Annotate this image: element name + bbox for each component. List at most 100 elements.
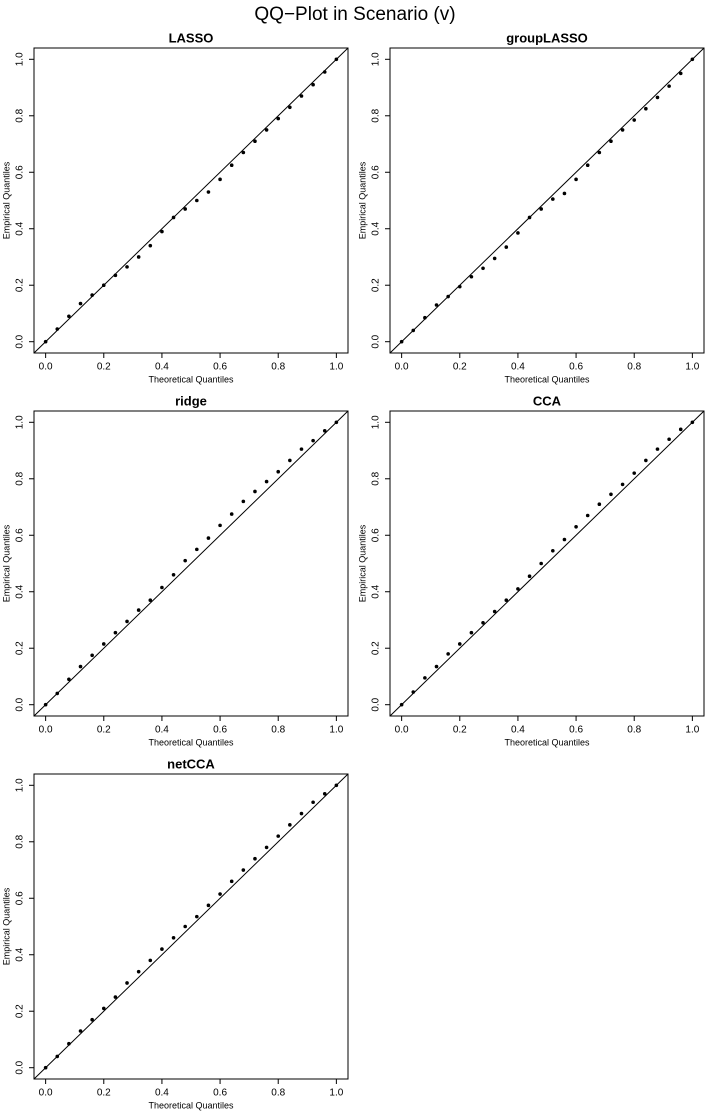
y-tick-label: 0.0 <box>15 1060 26 1074</box>
y-tick-label: 0.2 <box>15 1004 26 1018</box>
y-tick-label: 0.6 <box>15 165 26 179</box>
point <box>55 327 60 331</box>
x-axis-label: Theoretical Quantiles <box>148 737 234 747</box>
point <box>574 177 578 182</box>
point <box>334 57 339 62</box>
x-tick-label: 0.2 <box>453 362 467 373</box>
point <box>667 437 671 442</box>
figure-title: QQ−Plot in Scenario (v) <box>254 4 455 25</box>
y-tick-label: 0.2 <box>371 641 382 655</box>
point <box>632 471 637 475</box>
reference-line <box>33 410 349 717</box>
point <box>423 315 427 320</box>
x-tick-label: 0.6 <box>569 725 583 736</box>
point <box>195 547 199 552</box>
point <box>276 116 281 121</box>
plot-frame <box>389 410 705 717</box>
point <box>160 947 164 951</box>
point <box>516 587 520 591</box>
point <box>288 823 292 827</box>
point <box>136 255 141 259</box>
point <box>562 537 567 542</box>
x-tick-label: 0.8 <box>271 1088 285 1099</box>
point <box>148 243 153 248</box>
point <box>551 548 555 553</box>
point <box>299 447 304 451</box>
point <box>446 294 450 299</box>
point <box>113 630 118 635</box>
x-tick-label: 0.2 <box>97 1088 111 1099</box>
x-tick-label: 0.4 <box>155 1088 169 1099</box>
y-tick-label: 0.4 <box>15 221 26 235</box>
point <box>399 702 404 707</box>
x-axis-label: Theoretical Quantiles <box>504 737 590 747</box>
point <box>218 177 222 182</box>
y-tick-label: 0.4 <box>15 947 26 961</box>
point <box>264 845 269 850</box>
y-tick-label: 1.0 <box>371 52 382 66</box>
point <box>597 150 602 155</box>
plot-frame <box>33 47 349 354</box>
point <box>678 427 683 432</box>
point <box>678 71 683 76</box>
x-tick-label: 1.0 <box>329 1088 343 1099</box>
plot-frame <box>33 773 349 1080</box>
point <box>206 903 211 908</box>
point <box>136 608 141 612</box>
x-tick-label: 0.2 <box>97 725 111 736</box>
y-tick-label: 0.8 <box>371 108 382 122</box>
point <box>457 642 462 646</box>
point <box>160 229 164 234</box>
point <box>171 215 176 220</box>
point <box>551 197 555 201</box>
point <box>481 266 485 271</box>
x-tick-label: 0.8 <box>627 725 641 736</box>
point <box>457 284 462 289</box>
point <box>299 811 304 816</box>
y-tick-label: 0.4 <box>15 584 26 598</box>
y-tick-label: 0.8 <box>15 834 26 848</box>
y-axis-label: Empirical Quantiles <box>357 524 367 602</box>
point <box>136 969 141 974</box>
reference-line <box>389 410 705 717</box>
point <box>655 447 660 451</box>
panel-title: ridge <box>175 393 207 408</box>
point <box>195 914 199 919</box>
x-tick-label: 0.0 <box>395 725 409 736</box>
reference-line <box>389 47 705 354</box>
point <box>113 995 118 999</box>
point <box>264 479 269 484</box>
point <box>195 198 199 203</box>
point <box>644 458 648 463</box>
point <box>171 935 176 940</box>
point <box>67 314 71 319</box>
x-tick-label: 1.0 <box>329 362 343 373</box>
y-tick-label: 0.6 <box>15 891 26 905</box>
y-tick-label: 0.2 <box>15 641 26 655</box>
y-tick-label: 0.0 <box>371 697 382 711</box>
point <box>206 536 211 540</box>
panel-title: groupLASSO <box>506 30 588 45</box>
x-tick-label: 0.6 <box>213 1088 227 1099</box>
point <box>481 621 485 625</box>
y-tick-label: 0.8 <box>15 471 26 485</box>
point <box>322 428 327 433</box>
point <box>78 664 83 669</box>
point <box>311 82 315 87</box>
point <box>43 339 48 344</box>
x-tick-label: 0.4 <box>511 362 525 373</box>
point <box>183 207 187 211</box>
point <box>90 1017 94 1022</box>
point <box>311 438 315 443</box>
point <box>632 118 637 122</box>
y-tick-label: 1.0 <box>15 415 26 429</box>
y-tick-label: 0.4 <box>371 221 382 235</box>
y-tick-label: 1.0 <box>371 415 382 429</box>
y-axis-label: Empirical Quantiles <box>1 524 11 602</box>
point <box>539 207 543 211</box>
point <box>218 892 222 896</box>
x-tick-label: 0.6 <box>569 362 583 373</box>
point <box>423 676 427 680</box>
point <box>148 958 153 963</box>
